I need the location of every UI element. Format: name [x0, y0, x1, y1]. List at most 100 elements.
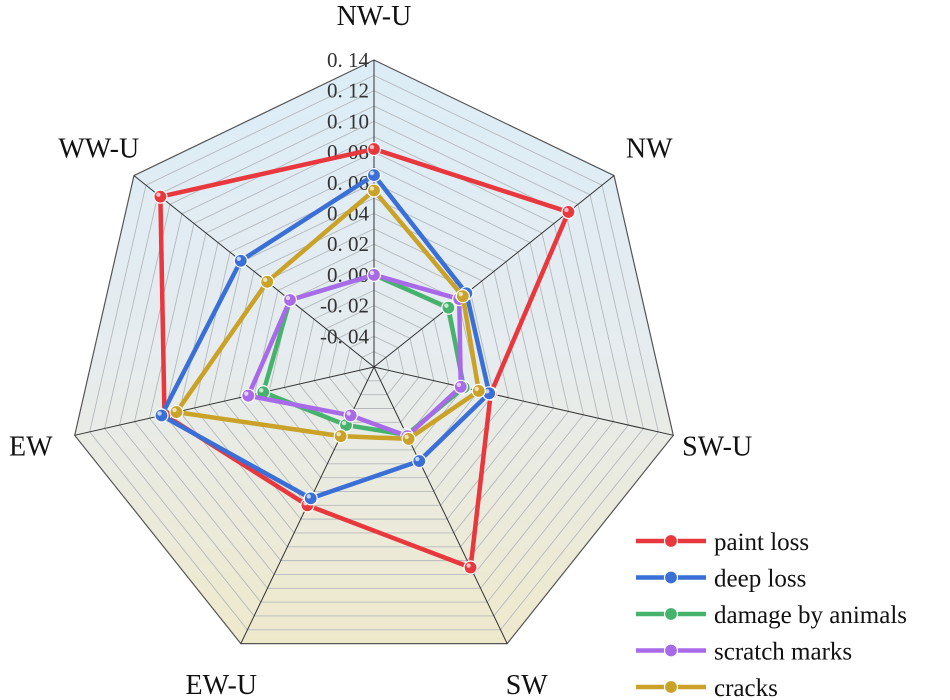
grid-ring [283, 274, 465, 451]
legend-label: scratch marks [714, 639, 852, 666]
data-point [154, 408, 169, 423]
grid-ring [223, 213, 525, 506]
data-point [453, 379, 468, 394]
data-point-highlight [564, 207, 569, 213]
data-point-highlight [404, 434, 409, 440]
axis-spoke [373, 366, 508, 644]
data-point-highlight [369, 186, 375, 191]
legend-label: damage by animals [714, 602, 907, 629]
data-point [401, 431, 416, 447]
grid-ring [343, 335, 405, 396]
data-point-highlight [262, 277, 268, 283]
grid-ring [238, 228, 510, 492]
series-line [158, 146, 571, 570]
legend-item: damage by animals [636, 602, 907, 629]
data-point-highlight [259, 388, 264, 393]
series-line [174, 188, 482, 442]
axis-label: WW-U [58, 134, 139, 165]
data-point [441, 300, 456, 315]
grid-ring [104, 90, 644, 617]
legend-item: cracks [636, 675, 778, 700]
legend-label: paint loss [714, 529, 809, 556]
grid-ring [134, 120, 614, 589]
axis-label: SW-U [682, 431, 752, 462]
radial-tick-labels: 0. 140. 120. 100. 080. 060. 040. 020. 00… [320, 48, 370, 348]
data-point-highlight [485, 389, 490, 394]
data-point [260, 274, 275, 289]
data-point [463, 560, 478, 575]
grid-ring [328, 320, 420, 409]
data-point [561, 204, 576, 220]
data-point-highlight [341, 420, 347, 426]
data-point [366, 168, 382, 183]
legend-swatch-marker [663, 533, 679, 549]
data-point-highlight [157, 411, 162, 416]
grid-ring [149, 136, 599, 575]
data-point-highlight [346, 411, 351, 416]
tick-label: 0. 02 [327, 232, 369, 256]
axis-spoke [133, 175, 375, 368]
axis-label: SW [506, 670, 549, 700]
grid-ring [208, 197, 540, 520]
data-point-highlight [306, 494, 311, 499]
data-point [343, 408, 358, 423]
tick-label: -0. 04 [320, 324, 369, 348]
axis-labels: NW-U NW SW-U SW EW-U EW WW-U [9, 1, 752, 700]
data-point-highlight [466, 563, 471, 568]
data-point [241, 388, 256, 403]
legend-item: paint loss [636, 529, 809, 556]
data-point-highlight [336, 431, 341, 437]
grid-ring [178, 166, 570, 548]
grid-ring [358, 351, 390, 382]
data-point [366, 183, 382, 198]
legend-label: deep loss [714, 566, 806, 593]
axis-label: EW-U [186, 670, 258, 700]
data-point [233, 253, 248, 268]
series-line [246, 272, 464, 439]
axis-label: NW-U [337, 1, 412, 32]
series-group [169, 183, 486, 447]
legend-swatch-marker [663, 643, 679, 658]
axis-spoke [74, 366, 375, 436]
axis-spoke [373, 175, 615, 368]
legend-label: cracks [714, 675, 778, 700]
data-point-highlight [285, 295, 291, 301]
tick-label: 0. 14 [327, 48, 370, 72]
legend: paint loss deep loss damage by animals scra… [636, 529, 907, 700]
data-point-highlight [415, 456, 420, 462]
axis-label: EW [9, 431, 53, 462]
data-point [153, 189, 168, 204]
legend-swatch-marker [663, 679, 679, 695]
data-point [282, 292, 298, 308]
series-line [159, 172, 492, 501]
data-point-highlight [369, 144, 375, 150]
tick-label: 0. 10 [327, 109, 369, 133]
data-point-highlight [156, 192, 161, 197]
grid-ring [164, 151, 584, 562]
data-point [471, 383, 486, 399]
data-point [169, 404, 184, 420]
legend-swatch-marker [663, 570, 679, 585]
data-point [366, 141, 382, 157]
data-point [455, 289, 470, 304]
data-point-highlight [236, 256, 241, 261]
legend-item: scratch marks [636, 639, 852, 666]
data-series [153, 141, 576, 575]
data-point-highlight [244, 391, 249, 396]
data-point-highlight [369, 170, 375, 176]
data-point [333, 429, 348, 444]
legend-swatch-marker [663, 606, 679, 622]
data-point-highlight [172, 407, 177, 413]
data-point-highlight [444, 303, 449, 308]
data-point-highlight [369, 270, 375, 276]
data-point-highlight [458, 291, 464, 297]
data-point-highlight [474, 386, 479, 392]
legend-item: deep loss [636, 566, 806, 593]
tick-label: -0. 02 [320, 294, 369, 318]
grid-ring [89, 74, 659, 631]
tick-label: 0. 12 [327, 79, 369, 103]
axis-label: NW [626, 134, 673, 165]
data-point [366, 267, 382, 282]
data-point [412, 453, 427, 469]
